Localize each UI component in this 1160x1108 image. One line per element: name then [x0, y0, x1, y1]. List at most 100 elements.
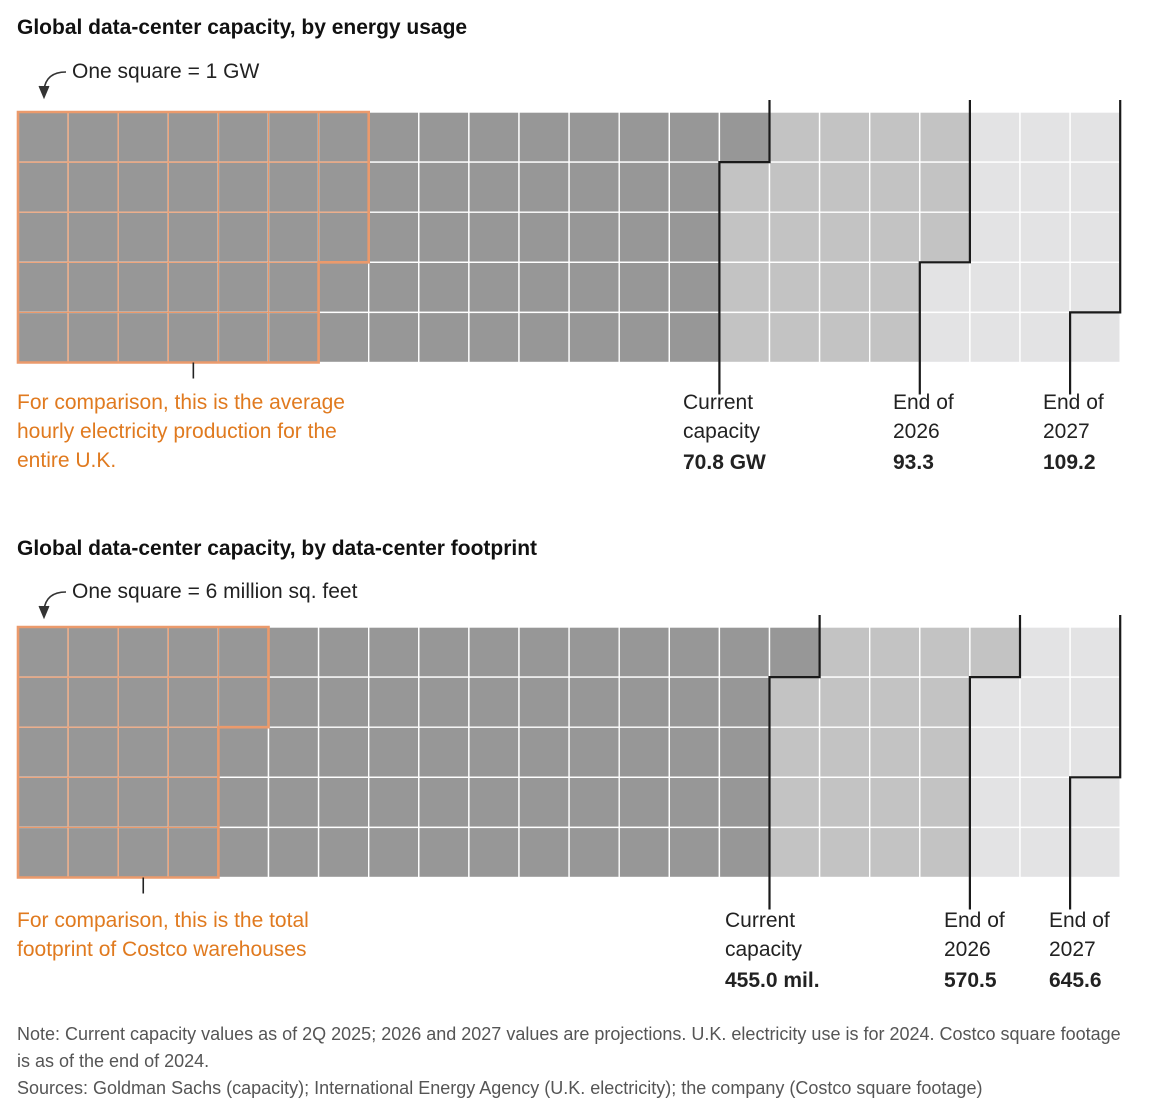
waffle-square — [468, 776, 520, 829]
waffle-square — [869, 161, 921, 213]
waffle-square — [568, 111, 620, 163]
waffle-square — [67, 726, 119, 778]
waffle-square — [919, 311, 971, 364]
chart2-milestone-2026: End of 2026 570.5 — [944, 906, 1024, 995]
waffle-square — [518, 261, 570, 314]
waffle-square — [1019, 626, 1071, 678]
waffle-square — [1019, 161, 1071, 213]
sources-text: Sources: Goldman Sachs (capacity); Inter… — [17, 1078, 983, 1098]
waffle-square — [768, 626, 821, 678]
waffle-square — [768, 161, 821, 213]
waffle-square — [919, 826, 971, 879]
waffle-square — [267, 311, 320, 364]
waffle-square — [117, 626, 169, 678]
waffle-square — [818, 726, 871, 778]
chart2-milestone-2027: End of 2027 645.6 — [1049, 906, 1129, 995]
milestone-label: Current capacity — [725, 909, 803, 961]
waffle-square — [217, 161, 270, 213]
waffle-square — [818, 826, 871, 879]
waffle-square — [117, 826, 169, 879]
waffle-square — [267, 676, 320, 728]
waffle-square — [718, 826, 771, 879]
waffle-square — [818, 626, 871, 678]
waffle-square — [818, 211, 871, 263]
waffle-square — [217, 826, 270, 879]
waffle-square — [368, 161, 420, 213]
waffle-square — [869, 776, 921, 829]
waffle-square — [969, 311, 1021, 364]
waffle-square — [468, 161, 520, 213]
milestone-value: 109.2 — [1043, 451, 1096, 474]
chart1-waffle — [16, 100, 1122, 395]
waffle-square — [368, 211, 420, 263]
chart1-title: Global data-center capacity, by energy u… — [17, 16, 468, 39]
waffle-square — [117, 111, 169, 163]
waffle-square — [267, 261, 320, 314]
waffle-square — [267, 161, 320, 213]
waffle-square — [117, 161, 169, 213]
waffle-square — [167, 261, 220, 314]
milestone-value: 455.0 mil. — [725, 969, 820, 992]
waffle-square — [368, 626, 420, 678]
waffle-square — [818, 161, 871, 213]
waffle-square — [1019, 311, 1071, 364]
waffle-square — [768, 261, 821, 314]
waffle-square — [518, 776, 570, 829]
waffle-square — [568, 161, 620, 213]
waffle-square — [117, 211, 169, 263]
waffle-square — [117, 261, 169, 314]
waffle-square — [518, 311, 570, 364]
waffle-square — [668, 626, 721, 678]
waffle-square — [1019, 261, 1071, 314]
waffle-square — [317, 111, 370, 163]
waffle-square — [518, 676, 570, 728]
waffle-square — [718, 776, 771, 829]
waffle-square — [17, 311, 69, 364]
waffle-square — [718, 311, 771, 364]
waffle-square — [418, 676, 470, 728]
waffle-square — [969, 161, 1021, 213]
waffle-square — [919, 776, 971, 829]
chart1-milestone-2027: End of 2027 109.2 — [1043, 388, 1123, 477]
waffle-square — [67, 161, 119, 213]
waffle-square — [1069, 726, 1121, 778]
waffle-square — [217, 626, 270, 678]
waffle-square — [919, 726, 971, 778]
waffle-square — [818, 676, 871, 728]
milestone-label: Current capacity — [683, 391, 761, 443]
waffle-square — [718, 626, 771, 678]
waffle-square — [568, 726, 620, 778]
waffle-square — [368, 261, 420, 314]
waffle-square — [618, 676, 671, 728]
waffle-square — [768, 676, 821, 728]
waffle-square — [668, 161, 721, 213]
waffle-square — [818, 261, 871, 314]
waffle-square — [17, 261, 69, 314]
waffle-square — [818, 776, 871, 829]
waffle-square — [317, 676, 370, 728]
waffle-square — [1069, 261, 1121, 314]
waffle-square — [668, 261, 721, 314]
waffle-square — [217, 726, 270, 778]
milestone-label: End of 2027 — [1049, 909, 1110, 961]
waffle-square — [869, 826, 921, 879]
milestone-line-2 — [1069, 615, 1122, 910]
waffle-square — [768, 211, 821, 263]
chart2-milestone-current: Current capacity 455.0 mil. — [725, 906, 845, 995]
chart2-unit-label: One square = 6 million sq. feet — [72, 580, 358, 603]
waffle-square — [919, 111, 971, 163]
note-text: Note: Current capacity values as of 2Q 2… — [17, 1024, 1121, 1071]
waffle-square — [718, 726, 771, 778]
milestone-line-1 — [918, 100, 971, 395]
waffle-square — [568, 261, 620, 314]
waffle-square — [568, 826, 620, 879]
waffle-square — [618, 776, 671, 829]
waffle-square — [1019, 111, 1071, 163]
waffle-square — [768, 726, 821, 778]
waffle-square — [267, 111, 320, 163]
waffle-square — [1019, 826, 1071, 879]
waffle-square — [217, 676, 270, 728]
waffle-square — [418, 726, 470, 778]
waffle-square — [317, 826, 370, 879]
waffle-square — [167, 626, 220, 678]
